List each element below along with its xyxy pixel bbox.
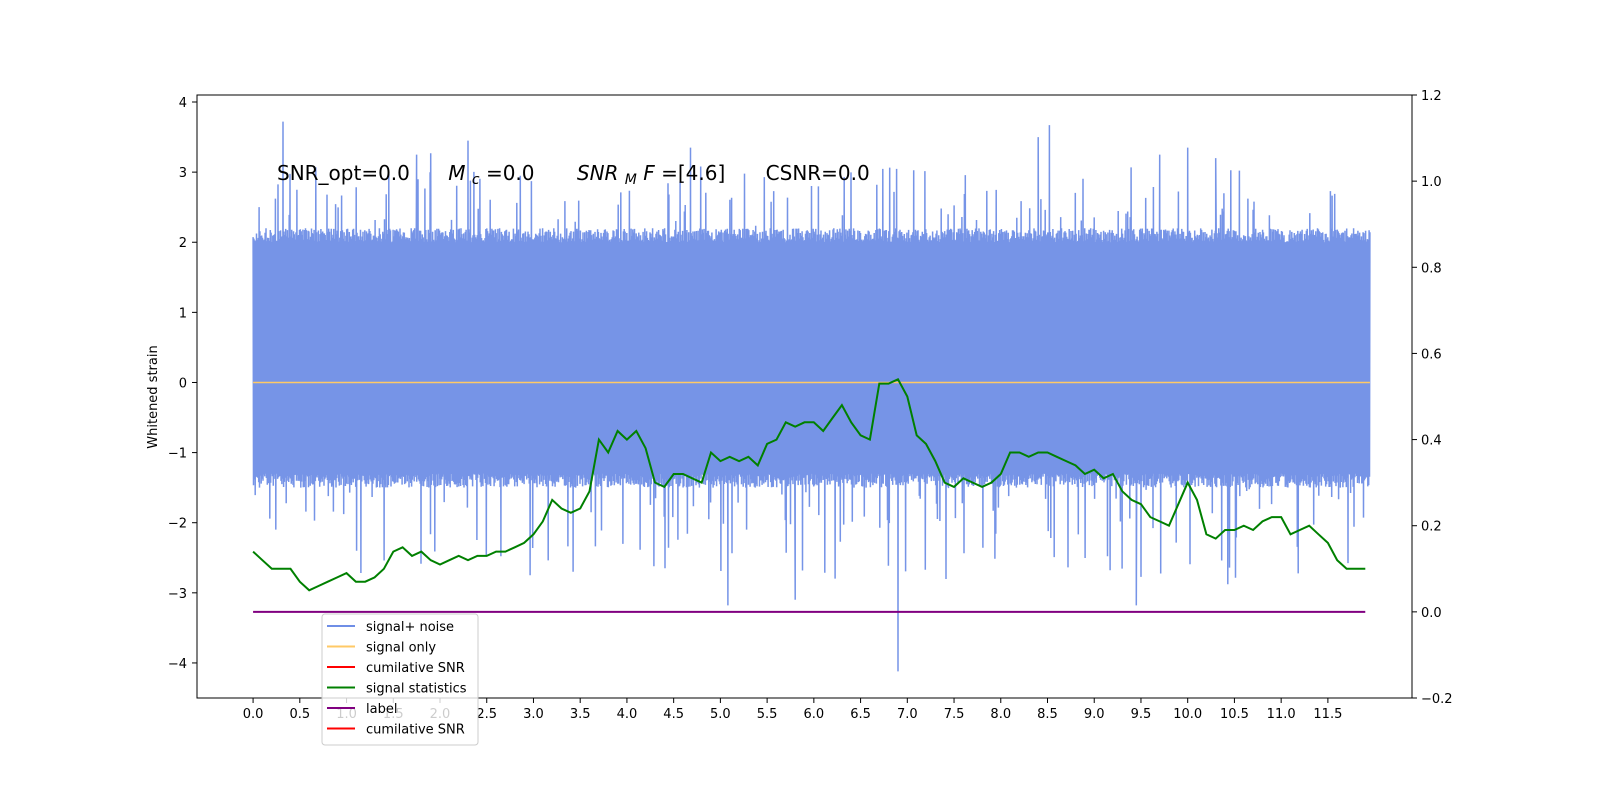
x-tick-label: 9.5 — [1131, 707, 1152, 722]
y-right-tick-label: 0.4 — [1421, 434, 1442, 449]
mc-value: =0.0 — [486, 161, 535, 185]
y-right-tick-label: 1.2 — [1421, 89, 1442, 104]
snrmf-subscript: M — [625, 172, 637, 188]
x-tick-label: 3.5 — [570, 707, 591, 722]
y-left-tick-label: −2 — [168, 517, 187, 532]
y-left-tick-label: 2 — [179, 236, 187, 251]
snr-annotation: SNR_opt=0.0 M c =0.0 SNR M F =[4.6] CSNR… — [277, 161, 870, 189]
y-left-tick-label: 3 — [179, 166, 187, 181]
legend-box — [321, 613, 479, 746]
y-right-tick-label: 0.8 — [1421, 261, 1442, 276]
x-tick-label: 9.0 — [1084, 707, 1105, 722]
x-tick-label: 3.0 — [523, 707, 544, 722]
plot-area — [252, 121, 1371, 672]
x-tick-label: 5.0 — [710, 707, 731, 722]
x-tick-label: 10.5 — [1220, 707, 1249, 722]
y-right-tick-label: 1.0 — [1421, 175, 1442, 190]
x-tick-label: 0.0 — [243, 707, 264, 722]
legend-label: label — [366, 702, 397, 717]
x-tick-label: 6.0 — [804, 707, 825, 722]
x-tick-label: 10.0 — [1173, 707, 1202, 722]
snr-opt-text: SNR_opt=0.0 — [277, 161, 410, 185]
legend-label: signal statistics — [366, 682, 467, 697]
x-tick-label: 7.5 — [944, 707, 965, 722]
x-tick-label: 8.5 — [1037, 707, 1058, 722]
x-tick-label: 4.5 — [663, 707, 684, 722]
x-tick-label: 7.0 — [897, 707, 918, 722]
x-tick-label: 11.0 — [1267, 707, 1296, 722]
legend-label: signal only — [366, 641, 436, 656]
snrmf-value: =[4.6] — [661, 161, 725, 185]
csnr-text: CSNR=0.0 — [766, 161, 870, 185]
series-signal-noise — [252, 121, 1371, 672]
y-right-tick-label: 0.2 — [1421, 520, 1442, 535]
y-left-tick-label: −3 — [168, 587, 187, 602]
y-axis-label: Whitened strain — [146, 345, 161, 448]
snrmf-symbol: SNR — [577, 161, 619, 185]
x-tick-label: 11.5 — [1313, 707, 1342, 722]
legend-label: signal+ noise — [366, 620, 454, 635]
y-left-tick-label: 1 — [179, 306, 187, 321]
y-right-tick-label: 0.0 — [1421, 606, 1442, 621]
series-signal-statistics — [252, 378, 1366, 592]
y-left-tick-label: 0 — [179, 376, 187, 391]
x-tick-label: 5.5 — [757, 707, 778, 722]
y-right-tick-label: 0.6 — [1421, 347, 1442, 362]
mc-subscript: c — [472, 172, 480, 188]
y-left-tick-label: 4 — [179, 96, 187, 111]
x-tick-label: 2.5 — [476, 707, 497, 722]
legend-label: cumilative SNR — [366, 661, 465, 676]
y-left-tick-label: −4 — [168, 657, 187, 672]
series-layer — [252, 121, 1371, 672]
x-tick-label: 8.0 — [990, 707, 1011, 722]
x-tick-label: 6.5 — [850, 707, 871, 722]
x-tick-label: 0.5 — [289, 707, 310, 722]
snrmf-tail: F — [643, 161, 655, 185]
x-tick-label: 4.0 — [617, 707, 638, 722]
legend: signal+ noise signal only cumilative SNR si… — [321, 613, 479, 746]
plot-frame — [196, 94, 1413, 699]
y-left-tick-label: −1 — [168, 447, 187, 462]
legend-label: cumilative SNR — [366, 723, 465, 738]
y-right-tick-label: −0.2 — [1421, 692, 1453, 707]
mc-symbol: M — [448, 161, 465, 185]
